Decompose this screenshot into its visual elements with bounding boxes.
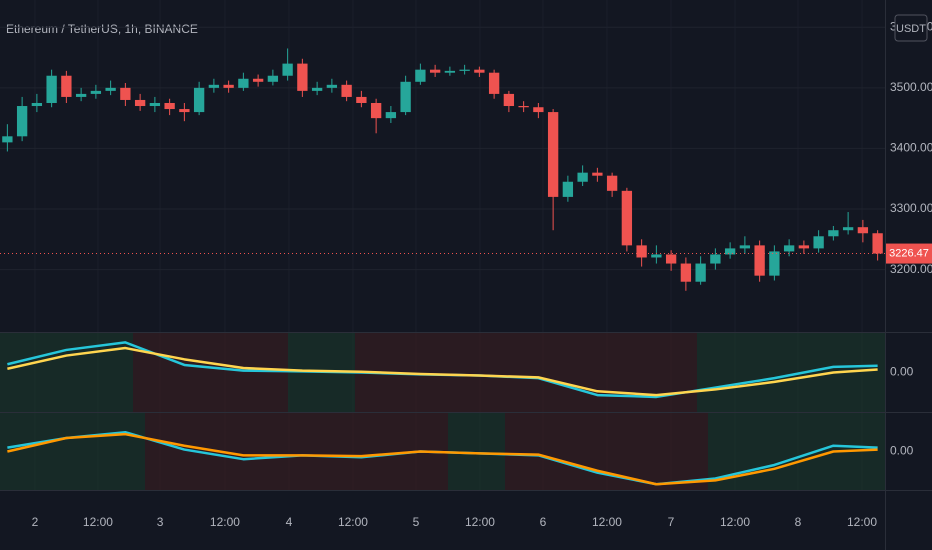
x-tick-label: 12:00	[338, 515, 368, 529]
candle-body	[282, 63, 293, 76]
candle-body	[75, 93, 87, 97]
candle-body	[149, 102, 161, 107]
currency-label: USDT	[896, 23, 926, 35]
candle-body	[592, 172, 603, 176]
candle-body	[326, 84, 338, 88]
candle-body	[297, 63, 308, 91]
candle-body	[710, 254, 721, 264]
candle-body	[46, 75, 57, 103]
candle-body	[680, 263, 692, 282]
candle-body	[813, 236, 824, 249]
candle-body	[488, 72, 500, 94]
candle-body	[857, 227, 869, 234]
candle-body	[208, 84, 220, 88]
candle-body	[547, 112, 559, 197]
candle-body	[503, 93, 515, 107]
bear-zone	[133, 333, 288, 412]
candle-body	[665, 254, 677, 264]
x-tick-label: 2	[32, 515, 39, 529]
x-tick-label: 12:00	[83, 515, 113, 529]
candle-body	[238, 78, 249, 88]
candle-body	[311, 87, 323, 91]
candle-body	[415, 69, 426, 82]
candle-body	[267, 75, 279, 82]
x-tick-label: 12:00	[847, 515, 877, 529]
x-tick-label: 12:00	[720, 515, 750, 529]
x-tick-label: 3	[157, 515, 164, 529]
candle-body	[621, 190, 633, 246]
candle-body	[341, 84, 352, 97]
candle-body	[783, 245, 795, 252]
candle-body	[459, 69, 470, 71]
candle-body	[16, 106, 28, 137]
chart-title: Ethereum / TetherUS, 1h, BINANCE	[6, 22, 198, 36]
x-tick-label: 12:00	[465, 515, 495, 529]
bull-zone	[0, 413, 145, 490]
indicator-line	[7, 346, 878, 397]
last-price-label: 3226.47	[889, 247, 929, 259]
candle-body	[444, 70, 456, 73]
candle-body	[606, 175, 618, 191]
y-tick-label: 3500.00	[890, 80, 932, 94]
candle-body	[754, 245, 765, 276]
candle-body	[518, 106, 529, 108]
y-tick-label: 0.00	[890, 444, 914, 458]
candle-body	[798, 245, 810, 249]
x-tick-label: 5	[413, 515, 420, 529]
x-tick-label: 8	[795, 515, 802, 529]
candle-body	[252, 78, 264, 82]
candle-body	[842, 227, 854, 231]
bull-zone	[697, 333, 885, 412]
candle-body	[769, 251, 780, 276]
candle-body	[695, 263, 706, 282]
candle-body	[724, 248, 736, 255]
bull-zone	[0, 333, 133, 412]
candle-body	[474, 69, 485, 73]
x-tick-label: 12:00	[210, 515, 240, 529]
last-price-badge	[886, 243, 932, 264]
candle-body	[193, 87, 205, 113]
candle-body	[739, 245, 751, 249]
y-tick-label: 3400.00	[890, 141, 932, 155]
x-tick-label: 7	[668, 515, 675, 529]
candle-body	[2, 136, 13, 143]
candle-body	[828, 230, 839, 237]
candle-body	[636, 245, 647, 258]
indicator-zones	[0, 333, 885, 490]
x-tick-label: 4	[286, 515, 293, 529]
candle-body	[223, 84, 234, 88]
candle-body	[90, 90, 102, 94]
candle-body	[179, 109, 190, 113]
candle-body	[533, 107, 544, 113]
y-tick-label: 0.00	[890, 365, 914, 379]
candle-body	[356, 96, 367, 103]
candle-body	[105, 87, 116, 91]
candle-body	[429, 69, 441, 73]
y-tick-label: 3300.00	[890, 201, 932, 215]
y-tick-label: 3200.00	[890, 262, 932, 276]
candle-body	[370, 102, 382, 119]
candle-body	[134, 99, 146, 107]
candle-body	[120, 87, 131, 100]
candle-body	[577, 172, 588, 182]
candle-body	[385, 112, 397, 119]
indicator-line	[7, 432, 878, 486]
candle-body	[872, 233, 883, 254]
bear-zone	[505, 413, 708, 490]
candle-body	[400, 81, 411, 113]
x-tick-label: 12:00	[592, 515, 622, 529]
currency-badge[interactable]	[894, 14, 928, 42]
candle-body	[562, 181, 574, 197]
candle-body	[164, 102, 175, 110]
candle-body	[31, 102, 43, 107]
candle-body	[651, 254, 662, 258]
x-tick-label: 6	[540, 515, 547, 529]
candle-body	[61, 75, 72, 97]
